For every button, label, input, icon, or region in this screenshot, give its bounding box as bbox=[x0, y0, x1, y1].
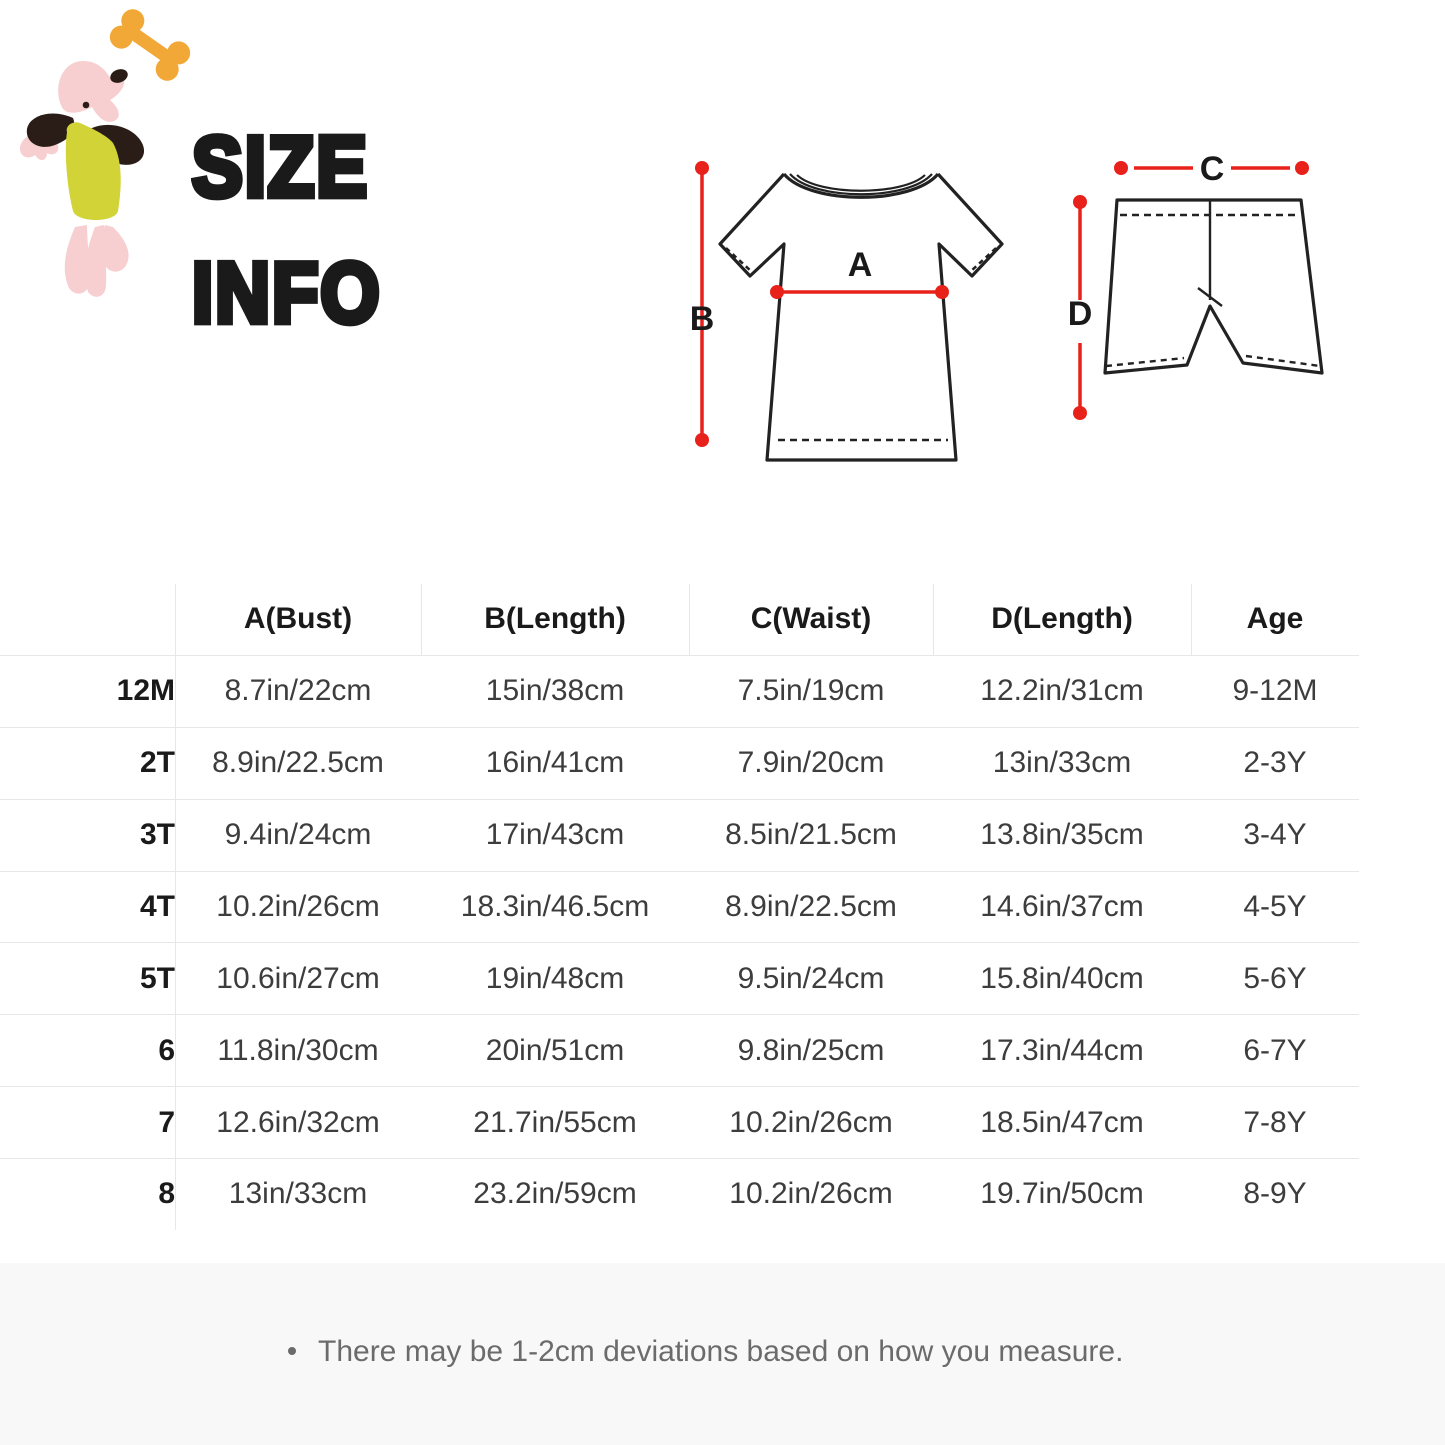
svg-text:B: B bbox=[690, 300, 715, 338]
svg-text:A: A bbox=[848, 246, 873, 284]
svg-text:D: D bbox=[1068, 295, 1093, 333]
svg-text:C: C bbox=[1200, 150, 1225, 188]
